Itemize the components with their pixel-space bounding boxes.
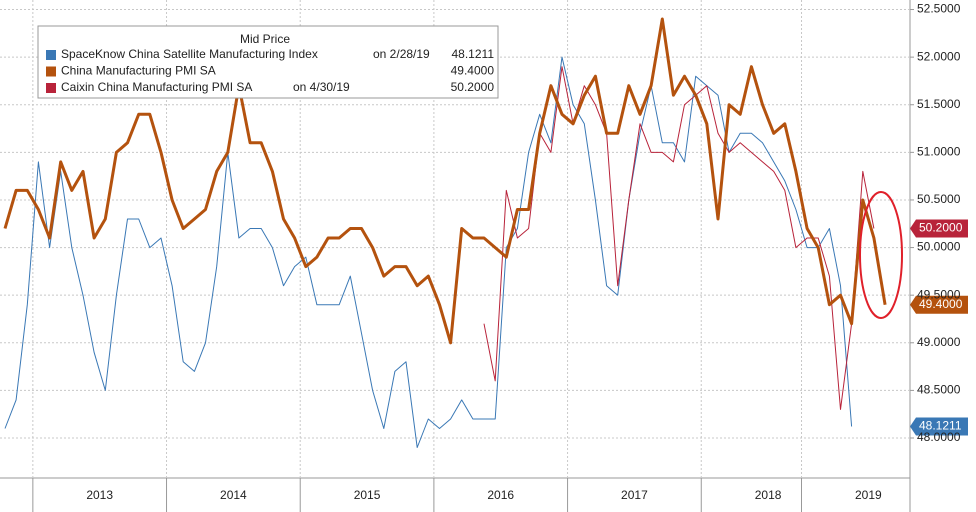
x-tick-label: 2014 [220, 488, 247, 502]
y-tick-label: 50.5000 [917, 192, 961, 206]
y-tick-label: 52.0000 [917, 49, 961, 63]
value-tag-label: 48.1211 [919, 419, 962, 433]
value-tag [910, 295, 968, 314]
legend-label: Caixin China Manufacturing PMI SA [61, 80, 252, 94]
lines [3, 17, 887, 448]
legend-date: on 2/28/19 [373, 47, 430, 61]
legend-value: 48.1211 [452, 47, 495, 61]
x-tick-label: 2019 [855, 488, 882, 502]
series-line [483, 66, 875, 410]
value-tag [910, 219, 968, 238]
legend-swatch [46, 83, 56, 93]
y-tick-label: 51.5000 [917, 97, 961, 111]
legend-label: SpaceKnow China Satellite Manufacturing … [61, 47, 318, 61]
value-tag [910, 417, 968, 436]
value-tags: 48.1211 49.4000 50.2000 [910, 219, 968, 436]
legend-box [37, 25, 499, 99]
legend-date: on 4/30/19 [293, 80, 350, 94]
y-tick-label: 49.0000 [917, 335, 961, 349]
x-tick-label: 2017 [621, 488, 648, 502]
legend-label: China Manufacturing PMI SA [61, 64, 216, 78]
x-tick-label: 2016 [487, 488, 514, 502]
x-tick-label: 2018 [755, 488, 782, 502]
x-tick-label: 2015 [354, 488, 381, 502]
series-line [3, 17, 887, 345]
y-tick-label: 52.5000 [917, 2, 961, 16]
y-tick-label: 49.5000 [917, 287, 961, 301]
y-tick-label: 48.5000 [917, 383, 961, 397]
legend-title: Mid Price [240, 32, 290, 46]
legend-value: 50.2000 [451, 80, 495, 94]
highlight-circle [859, 191, 903, 319]
legend-value: 49.4000 [451, 64, 495, 78]
y-tick-label: 48.0000 [917, 430, 961, 444]
value-tag-label: 49.4000 [919, 297, 963, 311]
legend-swatch [46, 50, 56, 60]
value-tag-label: 50.2000 [919, 221, 963, 235]
legend-swatch [46, 66, 56, 77]
series-line [4, 56, 853, 448]
x-tick-label: 2013 [86, 488, 113, 502]
y-tick-label: 50.0000 [917, 240, 961, 254]
legend: Mid Price SpaceKnow China Satellite Manu… [37, 25, 499, 99]
y-tick-label: 51.0000 [917, 145, 961, 159]
